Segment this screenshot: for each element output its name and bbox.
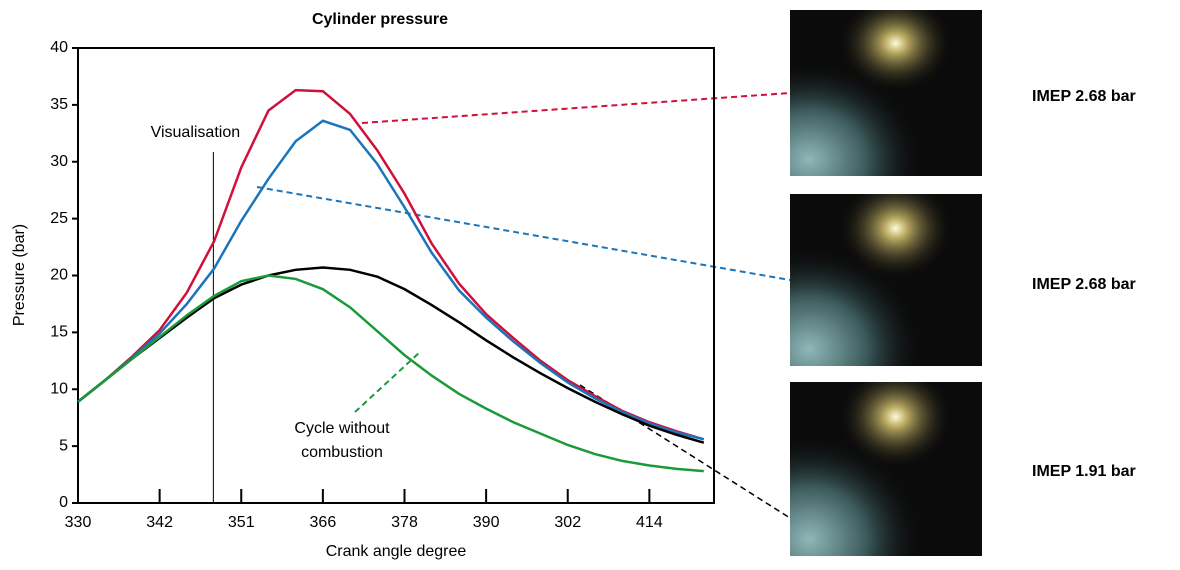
x-axis-label: Crank angle degree [326, 543, 467, 560]
image-flame [790, 10, 982, 176]
legend-label: IMEP 2.68 bar [1032, 88, 1136, 105]
annotation: Visualisation [151, 124, 241, 141]
images [790, 10, 982, 556]
image-flame [790, 194, 982, 366]
y-tick-label: 10 [50, 380, 68, 397]
y-tick-label: 30 [50, 153, 68, 170]
chart-title: Cylinder pressure [312, 11, 448, 28]
x-tick-label: 378 [391, 514, 418, 531]
series-line [77, 119, 705, 441]
legend-label: IMEP 2.68 bar [1032, 276, 1136, 293]
connector [361, 92, 791, 124]
legend-label: IMEP 1.91 bar [1032, 463, 1136, 480]
connector [256, 186, 791, 281]
series-line [77, 266, 705, 444]
series-line [77, 88, 705, 441]
y-tick-label: 15 [50, 324, 68, 341]
x-tick-label: 351 [228, 514, 255, 531]
annotation: Cycle without [294, 420, 390, 437]
y-tick-label: 0 [59, 494, 68, 511]
x-tick-label: 342 [146, 514, 173, 531]
y-tick-label: 20 [50, 267, 68, 284]
image-flame [790, 382, 982, 556]
x-tick-label: 414 [636, 514, 663, 531]
y-tick-label: 25 [50, 210, 68, 227]
y-axis-label: Pressure (bar) [11, 224, 28, 326]
annotation: combustion [301, 444, 383, 461]
connector [354, 351, 421, 413]
x-tick-label: 390 [473, 514, 500, 531]
x-tick-label: 366 [310, 514, 337, 531]
x-tick-label: 302 [554, 514, 581, 531]
y-tick-label: 5 [59, 437, 68, 454]
y-tick-label: 40 [50, 39, 68, 56]
plot-frame [77, 47, 715, 504]
x-tick-label: 330 [65, 514, 92, 531]
y-tick-label: 35 [50, 96, 68, 113]
series-line [77, 274, 704, 473]
